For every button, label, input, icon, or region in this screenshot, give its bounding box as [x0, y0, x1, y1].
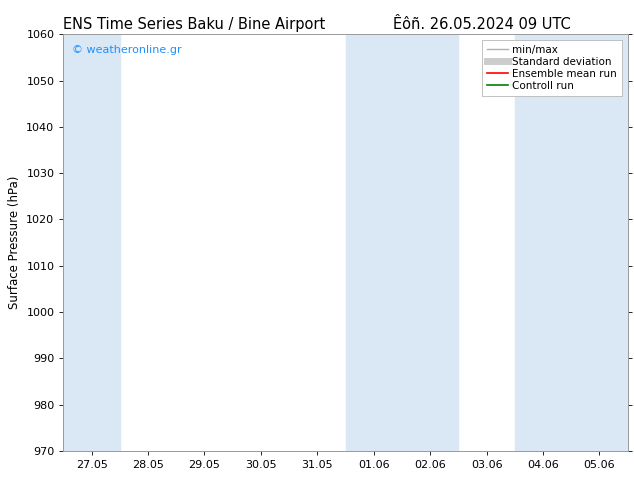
Bar [63, 34, 120, 451]
Text: © weatheronline.gr: © weatheronline.gr [72, 45, 181, 55]
Bar [515, 34, 628, 451]
Text: Êôñ. 26.05.2024 09 UTC: Êôñ. 26.05.2024 09 UTC [393, 17, 571, 32]
Legend: min/max, Standard deviation, Ensemble mean run, Controll run: min/max, Standard deviation, Ensemble me… [482, 40, 623, 96]
Bar [346, 34, 458, 451]
Text: ENS Time Series Baku / Bine Airport: ENS Time Series Baku / Bine Airport [63, 17, 326, 32]
Y-axis label: Surface Pressure (hPa): Surface Pressure (hPa) [8, 176, 21, 309]
